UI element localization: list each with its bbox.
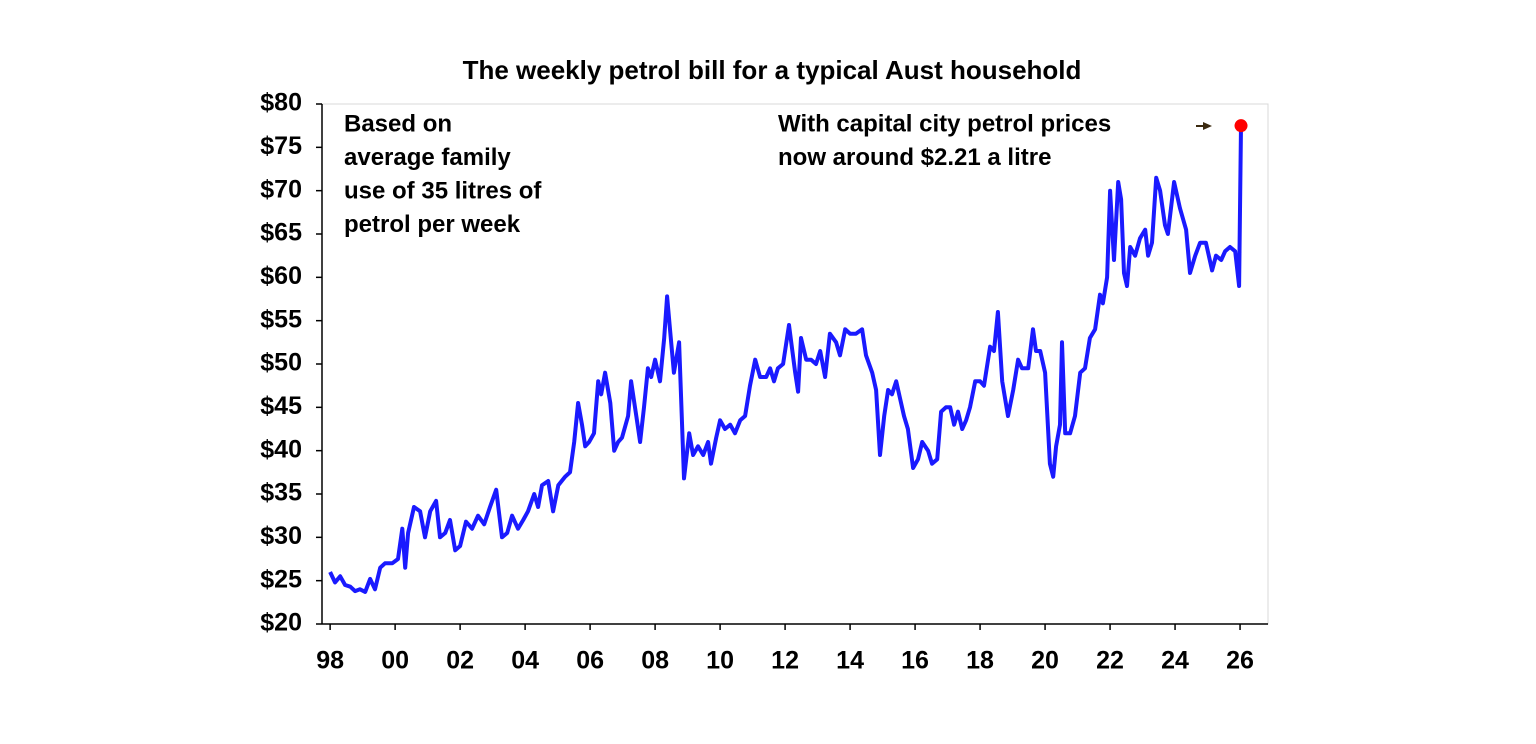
annotation: With capital city petrol prices — [778, 110, 1111, 137]
y-tick-label: $70 — [260, 175, 302, 203]
x-tick-label: 26 — [1226, 647, 1254, 675]
x-tick-label: 10 — [706, 647, 734, 675]
annotation: average family — [344, 144, 511, 171]
x-tick-label: 16 — [901, 647, 929, 675]
y-tick-label: $80 — [260, 89, 302, 117]
chart-title: The weekly petrol bill for a typical Aus… — [463, 55, 1082, 85]
y-tick-label: $45 — [260, 392, 302, 420]
annotation: now around $2.21 a litre — [778, 144, 1051, 171]
y-tick-label: $25 — [260, 565, 302, 593]
y-tick-label: $20 — [260, 609, 302, 637]
x-tick-label: 22 — [1096, 647, 1124, 675]
x-tick-label: 06 — [576, 647, 604, 675]
y-tick-label: $30 — [260, 522, 302, 550]
x-tick-label: 04 — [511, 647, 539, 675]
x-tick-label: 00 — [381, 647, 409, 675]
x-tick-label: 18 — [966, 647, 994, 675]
x-tick-label: 12 — [771, 647, 799, 675]
y-tick-label: $40 — [260, 435, 302, 463]
x-tick-label: 24 — [1161, 647, 1189, 675]
y-tick-label: $75 — [260, 132, 302, 160]
data-line — [328, 125, 1243, 594]
y-tick-label: $60 — [260, 262, 302, 290]
y-tick-label: $55 — [260, 305, 302, 333]
annotation-arrow-head — [1203, 122, 1212, 130]
x-tick-label: 08 — [641, 647, 669, 675]
x-tick-label: 98 — [316, 647, 344, 675]
annotation: Based on — [344, 110, 452, 137]
latest-point — [1234, 119, 1248, 133]
annotation: petrol per week — [344, 211, 521, 238]
y-tick-label: $65 — [260, 219, 302, 247]
x-tick-label: 14 — [836, 647, 864, 675]
x-tick-label: 02 — [446, 647, 474, 675]
x-tick-label: 20 — [1031, 647, 1059, 675]
y-tick-label: $35 — [260, 479, 302, 507]
annotation: use of 35 litres of — [344, 177, 542, 204]
y-tick-label: $50 — [260, 349, 302, 377]
